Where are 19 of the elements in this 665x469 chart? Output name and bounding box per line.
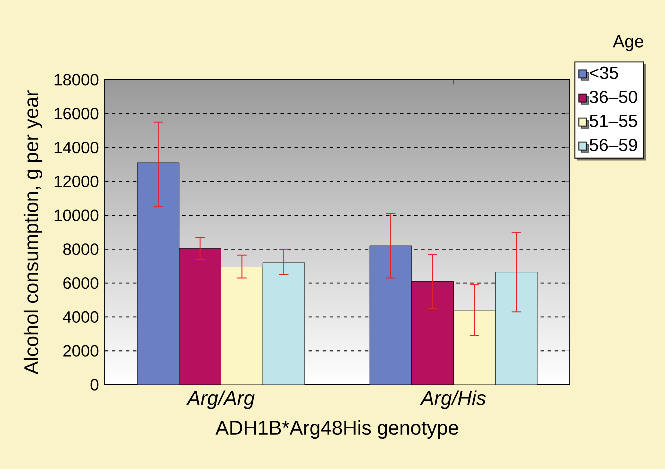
x-tick-label: Arg/Arg [186, 390, 255, 410]
x-tick-label: Arg/His [420, 390, 486, 410]
legend-label: 51–55 [590, 115, 638, 128]
y-tick-label: 8000 [64, 244, 99, 256]
legend-label: <35 [590, 66, 618, 80]
legend-label: 56–59 [590, 138, 638, 152]
legend-label: 36–50 [590, 90, 638, 104]
y-tick-label: 6000 [64, 278, 99, 290]
y-tick-label: 14000 [54, 142, 99, 154]
y-tick-label: 12000 [54, 176, 99, 188]
x-axis-title: ADH1B*Arg48His genotype [216, 420, 458, 439]
y-tick-label: 16000 [54, 108, 99, 120]
y-tick-label: 4000 [63, 311, 99, 324]
y-tick-label: 2000 [64, 345, 99, 357]
y-axis-title: Alcohol consumption, g per year [24, 90, 43, 375]
y-tick-label: 0 [90, 379, 99, 391]
y-tick-label: 18000 [54, 74, 99, 86]
legend-title: Age [613, 36, 644, 52]
y-tick-label: 10000 [54, 210, 99, 222]
